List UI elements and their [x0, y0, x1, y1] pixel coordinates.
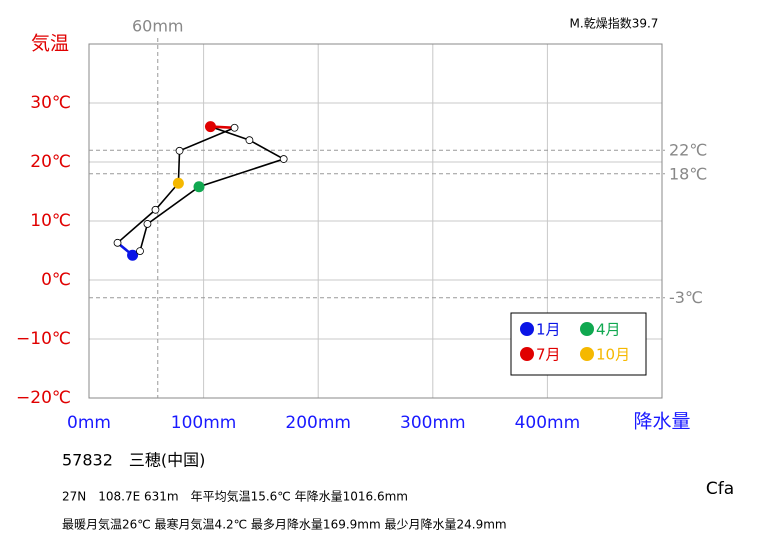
- month-point: [175, 146, 184, 155]
- info-line: 最暖月気温26℃ 最寒月気温4.2℃ 最多月降水量169.9mm 最少月降水量2…: [62, 517, 507, 532]
- month-point: [143, 220, 152, 228]
- y-tick-label: −20℃: [16, 388, 71, 408]
- x-tick-label: 100mm: [171, 413, 237, 433]
- climate-class: Cfa: [706, 479, 734, 499]
- legend-label: 10月: [596, 346, 630, 364]
- reference-label: 60mm: [132, 17, 184, 36]
- month-point: [127, 249, 139, 261]
- month-point: [151, 205, 160, 214]
- x-tick-label: 300mm: [400, 413, 466, 433]
- x-tick-label: 200mm: [285, 413, 351, 433]
- legend-marker: [520, 347, 534, 361]
- reference-label: -3℃: [669, 288, 703, 307]
- x-tick-label: 400mm: [515, 413, 581, 433]
- y-tick-label: 10℃: [30, 211, 71, 231]
- month-point: [193, 181, 205, 193]
- dryness-index: M.乾燥指数39.7: [570, 16, 659, 31]
- month-point: [204, 121, 216, 133]
- month-point: [136, 247, 144, 255]
- legend-label: 4月: [596, 321, 621, 339]
- reference-label: 18℃: [669, 164, 707, 183]
- y-axis-label: 気温: [31, 33, 69, 55]
- reference-label: 22℃: [669, 141, 707, 160]
- month-point: [279, 155, 288, 163]
- y-tick-label: −10℃: [16, 329, 71, 349]
- y-tick-label: 0℃: [41, 270, 71, 290]
- legend-marker: [580, 347, 594, 361]
- plot-frame: [88, 43, 663, 399]
- y-tick-label: 20℃: [30, 152, 71, 172]
- legend-marker: [580, 322, 594, 336]
- legend-box: [510, 312, 647, 376]
- month-point: [113, 238, 122, 247]
- legend-marker: [520, 322, 534, 336]
- legend-label: 7月: [536, 346, 561, 364]
- y-tick-label: 30℃: [30, 93, 71, 113]
- month-point: [172, 177, 184, 189]
- legend-label: 1月: [536, 321, 561, 339]
- x-tick-label: 0mm: [67, 413, 111, 433]
- x-axis-label: 降水量: [633, 411, 690, 433]
- station-name: 57832 三穂(中国): [62, 451, 205, 470]
- month-point: [245, 136, 254, 145]
- month-point: [230, 123, 239, 132]
- info-line: 27N 108.7E 631m 年平均気温15.6℃ 年降水量1016.6mm: [62, 489, 408, 504]
